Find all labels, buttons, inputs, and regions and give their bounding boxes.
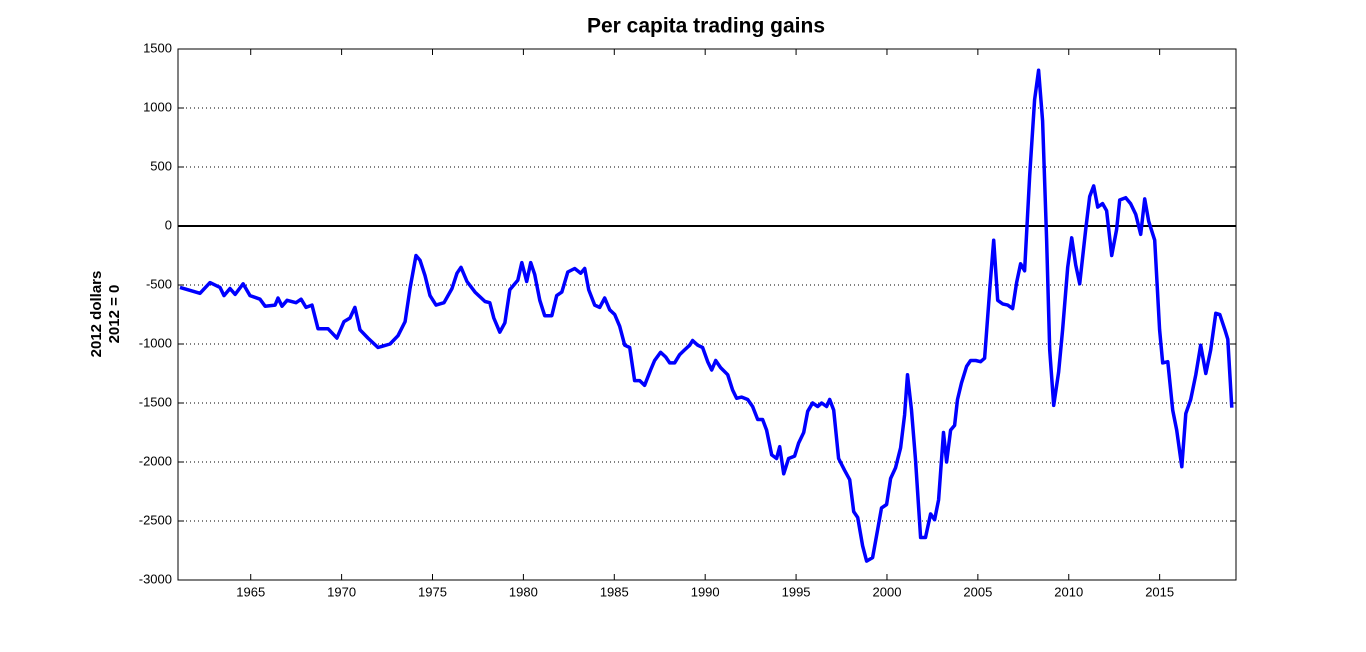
plot-frame: [177, 48, 1237, 581]
y-tick-label: -1500: [139, 394, 172, 409]
chart-title: Per capita trading gains: [587, 15, 825, 38]
x-tick-label: 1975: [418, 584, 447, 599]
y-axis-label: 2012 = 0: [106, 285, 123, 344]
x-tick-label: 1980: [509, 584, 538, 599]
x-tick-label: 1990: [691, 584, 720, 599]
x-tick-label: 2015: [1145, 584, 1174, 599]
y-tick-label: 1500: [143, 40, 172, 55]
y-axis-label: 2012 dollars: [88, 271, 105, 358]
x-tick-label: 2005: [963, 584, 992, 599]
x-tick-label: 2010: [1054, 584, 1083, 599]
x-tick-label: 1995: [782, 584, 811, 599]
y-tick-label: -1000: [139, 335, 172, 350]
data-line: [179, 68, 1234, 563]
y-tick-label: -2000: [139, 453, 172, 468]
y-tick-label: -500: [146, 276, 172, 291]
y-tick-label: -3000: [139, 571, 172, 586]
y-tick-label: -2500: [139, 512, 172, 527]
x-tick-label: 2000: [873, 584, 902, 599]
x-tick-label: 1970: [327, 584, 356, 599]
x-tick-label: 1985: [600, 584, 629, 599]
y-tick-label: 0: [165, 217, 172, 232]
x-tick-label: 1965: [236, 584, 265, 599]
y-tick-label: 1000: [143, 99, 172, 114]
y-tick-label: 500: [150, 158, 172, 173]
